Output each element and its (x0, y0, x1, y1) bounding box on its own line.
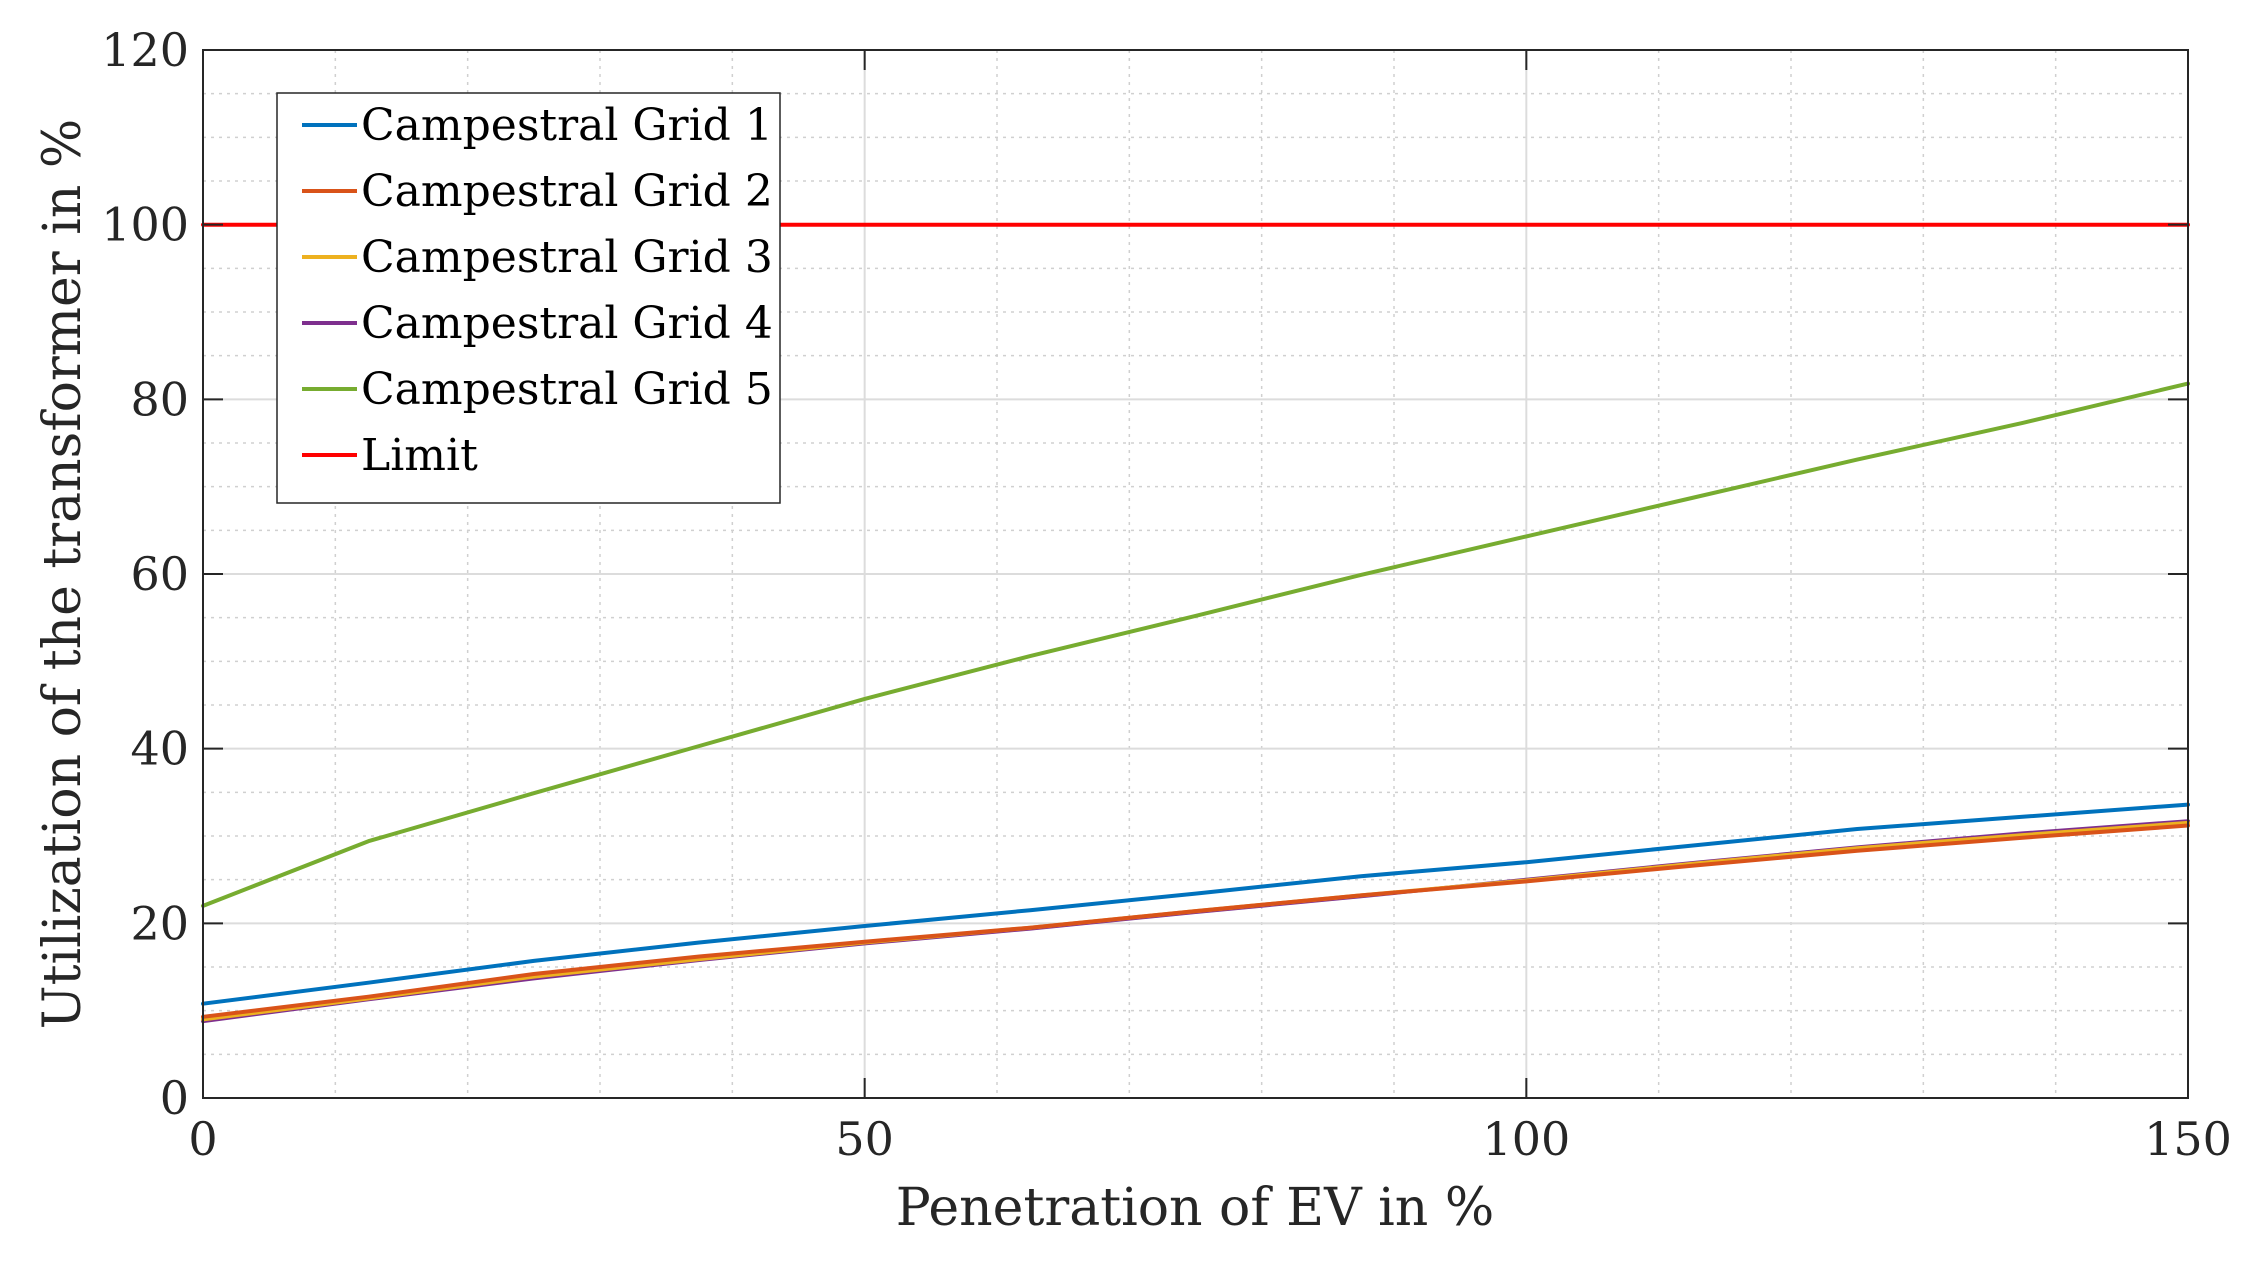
x-tick-labels: 0 50 100 150 (188, 1112, 2232, 1166)
legend-label: Limit (361, 430, 478, 481)
y-tick-label: 0 (160, 1071, 189, 1125)
y-tick-label: 40 (130, 722, 189, 776)
y-tick-label: 60 (130, 547, 189, 601)
legend-label: Campestral Grid 4 (361, 298, 773, 349)
y-axis-title: Utilization of the transformer in % (33, 119, 93, 1030)
series-line-campestral-grid-5 (201, 381, 2190, 908)
y-tick-label: 20 (130, 896, 189, 950)
y-tick-label: 100 (101, 198, 189, 252)
y-tick-labels: 0 20 40 60 80 100 120 (101, 23, 189, 1125)
series-layer (201, 222, 2190, 1024)
legend-label: Campestral Grid 2 (361, 166, 773, 217)
ticks (202, 49, 2189, 1099)
x-axis-title: Penetration of EV in % (896, 1178, 1494, 1238)
legend-label: Campestral Grid 5 (361, 364, 773, 415)
series-line-campestral-grid-1 (201, 802, 2190, 1006)
y-tick-label: 80 (130, 372, 189, 426)
x-tick-label: 50 (835, 1112, 894, 1166)
legend: Campestral Grid 1 Campestral Grid 2 Campes… (276, 92, 781, 504)
series-line-campestral-grid-2 (201, 823, 2190, 1019)
x-tick-label: 150 (2144, 1112, 2232, 1166)
x-tick-label: 0 (188, 1112, 217, 1166)
y-tick-label: 120 (101, 23, 189, 77)
x-tick-label: 100 (1482, 1112, 1570, 1166)
legend-box (276, 92, 781, 504)
legend-label: Campestral Grid 3 (361, 232, 773, 283)
legend-label: Campestral Grid 1 (361, 100, 773, 151)
